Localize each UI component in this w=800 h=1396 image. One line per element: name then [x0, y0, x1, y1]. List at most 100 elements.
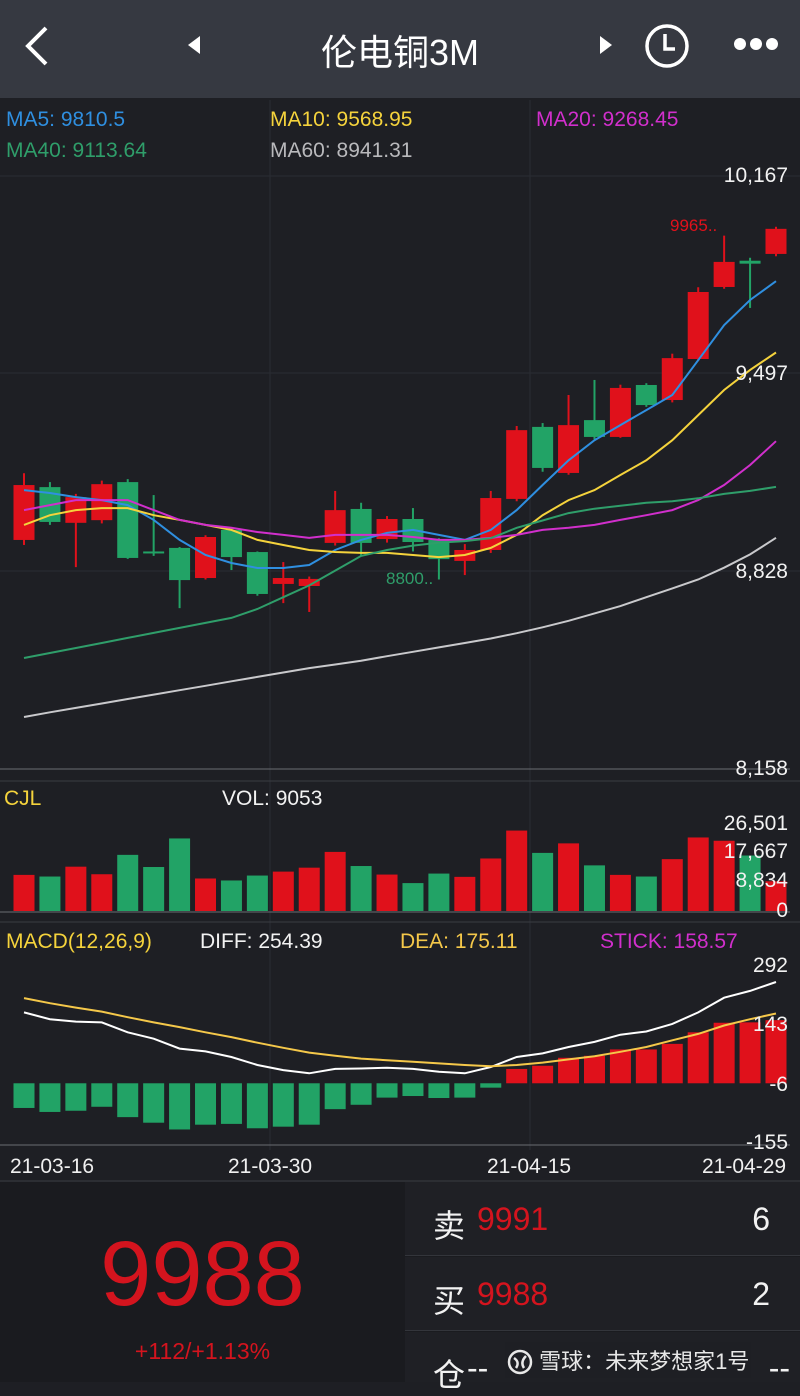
candle-down	[117, 482, 139, 558]
position-right: --	[768, 1350, 790, 1386]
volume-bar	[558, 843, 580, 911]
macd-stick: STICK: 158.57	[600, 930, 738, 953]
macd-bar	[220, 1083, 242, 1124]
volume-axis-label: 26,501	[723, 812, 788, 835]
date-label: 21-03-16	[10, 1155, 95, 1178]
volume-bar	[609, 874, 631, 911]
volume-bar	[454, 876, 476, 911]
page-title: 伦电铜3M	[320, 32, 479, 73]
ma60-line	[23, 536, 777, 718]
macd-bar	[298, 1083, 320, 1125]
volume-bar	[532, 852, 554, 911]
volume-bar	[324, 851, 346, 911]
macd-bar	[13, 1083, 35, 1108]
ma5-line	[23, 280, 777, 569]
more-dots-icon[interactable]	[732, 36, 780, 52]
price-axis-label: 9,497	[735, 362, 788, 385]
bid-qty: 2	[752, 1276, 770, 1312]
macd-axis-label: -155	[745, 1131, 788, 1154]
candle-up	[558, 425, 580, 473]
macd-axis-label: 292	[752, 954, 788, 977]
price-axis-label: 8,828	[735, 560, 788, 583]
macd-bar	[402, 1083, 424, 1097]
price-change: +112/+1.13%	[134, 1338, 271, 1364]
volume-bar	[220, 880, 242, 911]
ask-qty: 6	[752, 1201, 770, 1237]
candle-down	[739, 260, 761, 264]
quote-panel: 9988 +112/+1.13% 卖 9991 6 买 9988 2 仓 -- …	[0, 1182, 800, 1393]
macd-bar	[765, 1020, 787, 1084]
macd-bar	[195, 1083, 217, 1125]
macd-axis-label: -6	[769, 1073, 788, 1096]
ma20-line	[23, 440, 777, 541]
candle-up	[687, 292, 709, 360]
volume-axis-label: 8,834	[735, 869, 788, 892]
macd-bar	[117, 1083, 139, 1118]
candle-up	[13, 485, 35, 540]
ask-label: 卖	[433, 1208, 466, 1244]
date-label: 21-04-15	[487, 1155, 572, 1178]
candle-up	[506, 430, 528, 499]
volume-bar	[91, 874, 113, 911]
macd-bar	[454, 1083, 476, 1098]
macd-bar	[635, 1049, 657, 1084]
volume-bar	[169, 838, 191, 911]
volume-bar	[65, 866, 87, 911]
divider	[405, 1330, 800, 1331]
chart-canvas[interactable]	[0, 0, 800, 1182]
macd-bar	[428, 1083, 450, 1099]
macd-title: MACD(12,26,9)	[6, 930, 152, 953]
macd-bar	[324, 1083, 346, 1110]
price-axis-label: 10,167	[723, 164, 788, 187]
ma5-legend: MA5: 9810.5	[6, 108, 126, 131]
back-icon[interactable]	[22, 24, 52, 68]
last-price: 9988	[100, 1223, 305, 1325]
date-label: 21-04-29	[702, 1155, 787, 1178]
next-triangle-icon[interactable]	[598, 34, 614, 56]
ask-row: 卖 9991 6	[405, 1182, 800, 1256]
volume-bar	[739, 855, 761, 911]
volume-title: CJL	[4, 787, 42, 810]
clock-icon[interactable]	[643, 22, 691, 70]
candle-up	[765, 228, 787, 254]
volume-bar	[635, 876, 657, 911]
dea-line	[23, 997, 777, 1068]
macd-bar	[661, 1043, 683, 1084]
macd-bar	[739, 1022, 761, 1084]
macd-bar	[480, 1083, 502, 1088]
ma40-legend: MA40: 9113.64	[6, 139, 147, 162]
macd-bar	[558, 1057, 580, 1084]
volume-bar	[350, 866, 372, 911]
ma10-legend: MA10: 9568.95	[270, 108, 413, 131]
volume-bar	[661, 859, 683, 911]
candle-down	[169, 547, 191, 581]
low-marker: 8800..	[386, 569, 434, 588]
volume-bar	[143, 867, 165, 911]
candle-down	[246, 552, 268, 594]
top-bar: 伦电铜3M	[0, 0, 800, 98]
candle-up	[91, 484, 113, 521]
volume-bar	[272, 871, 294, 911]
macd-bar	[39, 1083, 61, 1112]
previous-triangle-icon[interactable]	[186, 34, 202, 56]
volume-bar	[402, 883, 424, 911]
candle-up	[609, 387, 631, 437]
macd-dea: DEA: 175.11	[400, 930, 518, 953]
macd-bar	[65, 1083, 87, 1111]
macd-bar	[687, 1032, 709, 1084]
ma40-line	[23, 485, 777, 659]
macd-bar	[91, 1083, 113, 1107]
position-value: --	[467, 1350, 489, 1386]
candle-up	[195, 536, 217, 579]
watermark: 雪球：未来梦想家1号	[505, 1342, 752, 1378]
volume-bar	[39, 876, 61, 911]
ma20-legend: MA20: 9268.45	[536, 108, 679, 131]
candle-down	[428, 539, 450, 560]
candle-up	[324, 510, 346, 543]
volume-bar	[765, 881, 787, 911]
macd-bar	[609, 1049, 631, 1084]
date-label: 21-03-30	[228, 1155, 313, 1178]
volume-bar	[376, 874, 398, 911]
macd-diff: DIFF: 254.39	[200, 930, 323, 953]
macd-bar	[583, 1055, 605, 1084]
